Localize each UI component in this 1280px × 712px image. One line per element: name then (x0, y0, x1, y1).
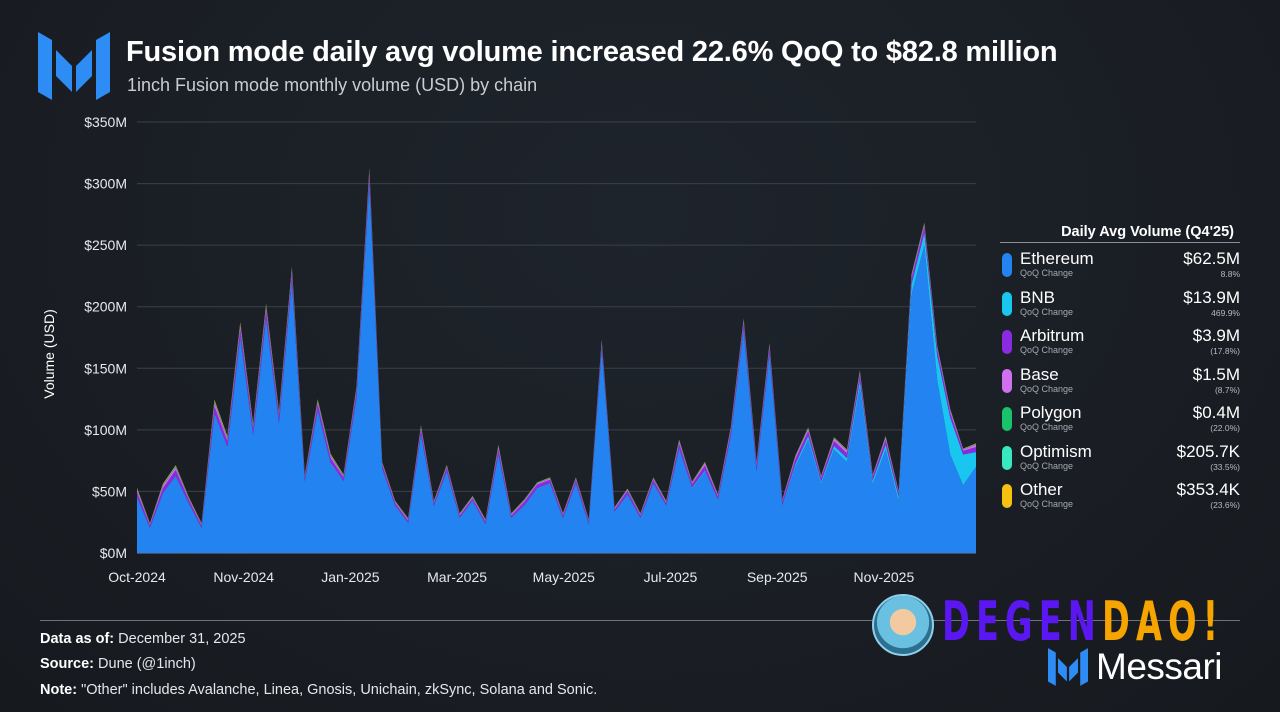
x-tick-label: Nov-2025 (854, 569, 915, 585)
y-tick-label: $150M (84, 360, 127, 376)
y-tick-label: $100M (84, 422, 127, 438)
legend-swatch (1002, 330, 1012, 354)
dao-text: DAO! (1102, 590, 1225, 653)
branding: DEGENDAO! Messari (872, 590, 1252, 702)
x-tick-label: Sep-2025 (747, 569, 808, 585)
legend-swatch (1002, 407, 1012, 431)
legend-value: $1.5M (1192, 364, 1240, 384)
legend-change: (33.5%) (1210, 461, 1240, 472)
legend-chain-name: Arbitrum (1020, 326, 1085, 345)
messari-text: Messari (1096, 646, 1223, 687)
legend-value: $3.9M (1192, 326, 1240, 345)
legend-title: Daily Avg Volume (Q4'25) (1000, 224, 1240, 243)
x-tick-label: Oct-2024 (108, 569, 166, 585)
legend-chain-name: BNB (1020, 287, 1055, 307)
legend-value: $13.9M (1183, 287, 1240, 307)
area-series-ethereum (137, 183, 976, 554)
footer-source: Source: Dune (@1inch) (40, 656, 196, 672)
y-axis-label: Volume (USD) (41, 309, 57, 398)
degendao-wordmark: DEGENDAO! (942, 590, 1224, 653)
legend-chain-name: Optimism (1020, 441, 1092, 461)
messari-logo-icon (38, 32, 110, 100)
x-tick-label: Jul-2025 (644, 569, 698, 585)
y-tick-label: $350M (84, 114, 127, 130)
x-tick-label: Jan-2025 (321, 569, 380, 585)
legend-swatch (1002, 445, 1012, 470)
legend-sub-label: QoQ Change (1020, 499, 1074, 509)
degendao-avatar (872, 594, 934, 656)
legend-change: (23.6%) (1210, 500, 1240, 510)
y-tick-label: $200M (84, 299, 127, 315)
y-tick-label: $50M (92, 483, 127, 499)
degen-text: DEGEN (942, 590, 1103, 653)
legend-item-ethereum: Ethereum QoQ Change $62.5M 8.8% (1000, 249, 1240, 288)
legend-sub-label: QoQ Change (1020, 306, 1074, 317)
legend-chain-name: Ethereum (1020, 249, 1094, 268)
legend-swatch (1002, 484, 1012, 508)
x-tick-label: Nov-2024 (213, 569, 274, 585)
note-label: Note: (40, 682, 78, 698)
legend-item-base: Base QoQ Change $1.5M (8.7%) (1000, 365, 1240, 404)
y-tick-label: $250M (84, 237, 127, 253)
footer-data-as-of: Data as of: December 31, 2025 (40, 631, 246, 647)
data-as-of-label: Data as of: (40, 631, 115, 647)
legend-swatch (1002, 291, 1012, 316)
source-label: Source: (40, 656, 94, 672)
legend-item-polygon: Polygon QoQ Change $0.4M (22.0%) (1000, 403, 1240, 442)
messari-wordmark: Messari (1048, 646, 1223, 688)
legend-item-optimism: Optimism QoQ Change $205.7K (33.5%) (1000, 442, 1240, 481)
messari-logo-icon (1048, 648, 1088, 686)
legend-swatch (1002, 368, 1012, 393)
legend-chain-name: Other (1020, 480, 1063, 499)
legend-sub-label: QoQ Change (1020, 268, 1074, 278)
legend-sub-label: QoQ Change (1020, 383, 1074, 394)
note-value: "Other" includes Avalanche, Linea, Gnosi… (81, 682, 598, 698)
y-tick-label: $300M (84, 176, 127, 192)
legend-item-other: Other QoQ Change $353.4K (23.6%) (1000, 480, 1240, 519)
legend-value: $205.7K (1176, 441, 1240, 461)
legend-change: (17.8%) (1210, 346, 1240, 356)
legend-chain-name: Base (1020, 364, 1059, 384)
legend-sub-label: QoQ Change (1020, 345, 1074, 355)
legend-change: 469.9% (1211, 307, 1240, 318)
legend-swatch (1002, 253, 1012, 277)
legend-chain-name: Polygon (1020, 403, 1082, 422)
source-value: Dune (@1inch) (98, 656, 196, 672)
legend-sub-label: QoQ Change (1020, 460, 1074, 471)
y-tick-label: $0M (100, 545, 127, 561)
legend-value: $353.4K (1176, 480, 1240, 499)
data-as-of-value: December 31, 2025 (118, 631, 246, 647)
legend-item-arbitrum: Arbitrum QoQ Change $3.9M (17.8%) (1000, 326, 1240, 365)
legend: Daily Avg Volume (Q4'25) Ethereum QoQ Ch… (1000, 224, 1240, 519)
legend-change: (22.0%) (1210, 423, 1240, 433)
legend-item-bnb: BNB QoQ Change $13.9M 469.9% (1000, 288, 1240, 327)
legend-value: $0.4M (1192, 403, 1240, 422)
divider (40, 620, 1240, 621)
chart-subtitle: 1inch Fusion mode monthly volume (USD) b… (127, 75, 538, 95)
legend-sub-label: QoQ Change (1020, 422, 1074, 432)
chart-title: Fusion mode daily avg volume increased 2… (126, 36, 1058, 68)
legend-value: $62.5M (1183, 249, 1240, 268)
legend-change: 8.8% (1220, 269, 1240, 279)
footer-note: Note: "Other" includes Avalanche, Linea,… (40, 682, 597, 698)
stacked-area-chart: $0M $50M $100M $150M $200M $250M $300M $350M Oc… (41, 114, 976, 585)
x-tick-label: Mar-2025 (427, 569, 487, 585)
x-tick-label: May-2025 (533, 569, 595, 585)
legend-change: (8.7%) (1214, 384, 1240, 395)
